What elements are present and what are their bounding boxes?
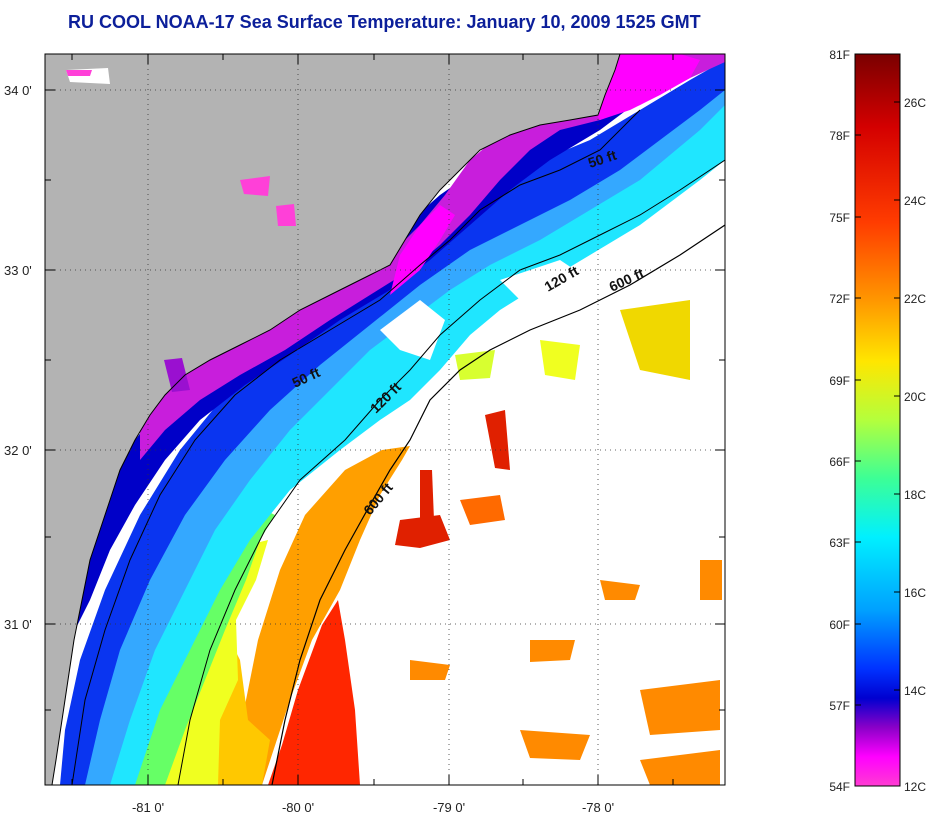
colorbar-label-66f: 66F: [829, 455, 850, 469]
colorbar-label-81f: 81F: [829, 48, 850, 62]
colorbar-label-63f: 63F: [829, 536, 850, 550]
colorbar-label-26c: 26C: [904, 96, 926, 110]
sst-field: [60, 54, 725, 785]
colorbar-label-16c: 16C: [904, 586, 926, 600]
lon-label-80: -80 0': [282, 800, 314, 815]
colorbar-label-12c: 12C: [904, 780, 926, 794]
colorbar-ticks: [855, 53, 900, 787]
colorbar-label-69f: 69F: [829, 374, 850, 388]
colorbar-label-18c: 18C: [904, 488, 926, 502]
colorbar-label-72f: 72F: [829, 292, 850, 306]
axis-ticks: [45, 54, 725, 785]
colorbar-label-54f: 54F: [829, 780, 850, 794]
map-frame-contents: 50 ft 50 ft 120 ft 120 ft 600 ft 600 ft: [45, 54, 725, 785]
contour-50ft: [71, 109, 641, 785]
land-mass: [45, 54, 620, 785]
lat-label-32: 32 0': [4, 443, 32, 458]
warm-patches: [395, 300, 722, 785]
colorbar-label-60f: 60F: [829, 618, 850, 632]
contour-600ft: [271, 224, 725, 785]
lat-label-33: 33 0': [4, 263, 32, 278]
colorbar-label-22c: 22C: [904, 292, 926, 306]
lat-label-34: 34 0': [4, 83, 32, 98]
lat-lon-grid: [45, 54, 725, 785]
map-title: RU COOL NOAA-17 Sea Surface Temperature:…: [68, 12, 701, 32]
colorbar-label-20c: 20C: [904, 390, 926, 404]
colorbar-label-75f: 75F: [829, 211, 850, 225]
lon-label-81: -81 0': [132, 800, 164, 815]
lon-label-79: -79 0': [433, 800, 465, 815]
colorbar-label-57f: 57F: [829, 699, 850, 713]
contour-120ft: [177, 159, 725, 785]
colorbar-label-14c: 14C: [904, 684, 926, 698]
lat-label-31: 31 0': [4, 617, 32, 632]
coastline: [51, 54, 621, 785]
colorbar-label-78f: 78F: [829, 129, 850, 143]
temperature-colorbar: [854, 53, 901, 787]
colorbar-label-24c: 24C: [904, 194, 926, 208]
lon-label-78: -78 0': [582, 800, 614, 815]
map-frame: [44, 53, 726, 786]
